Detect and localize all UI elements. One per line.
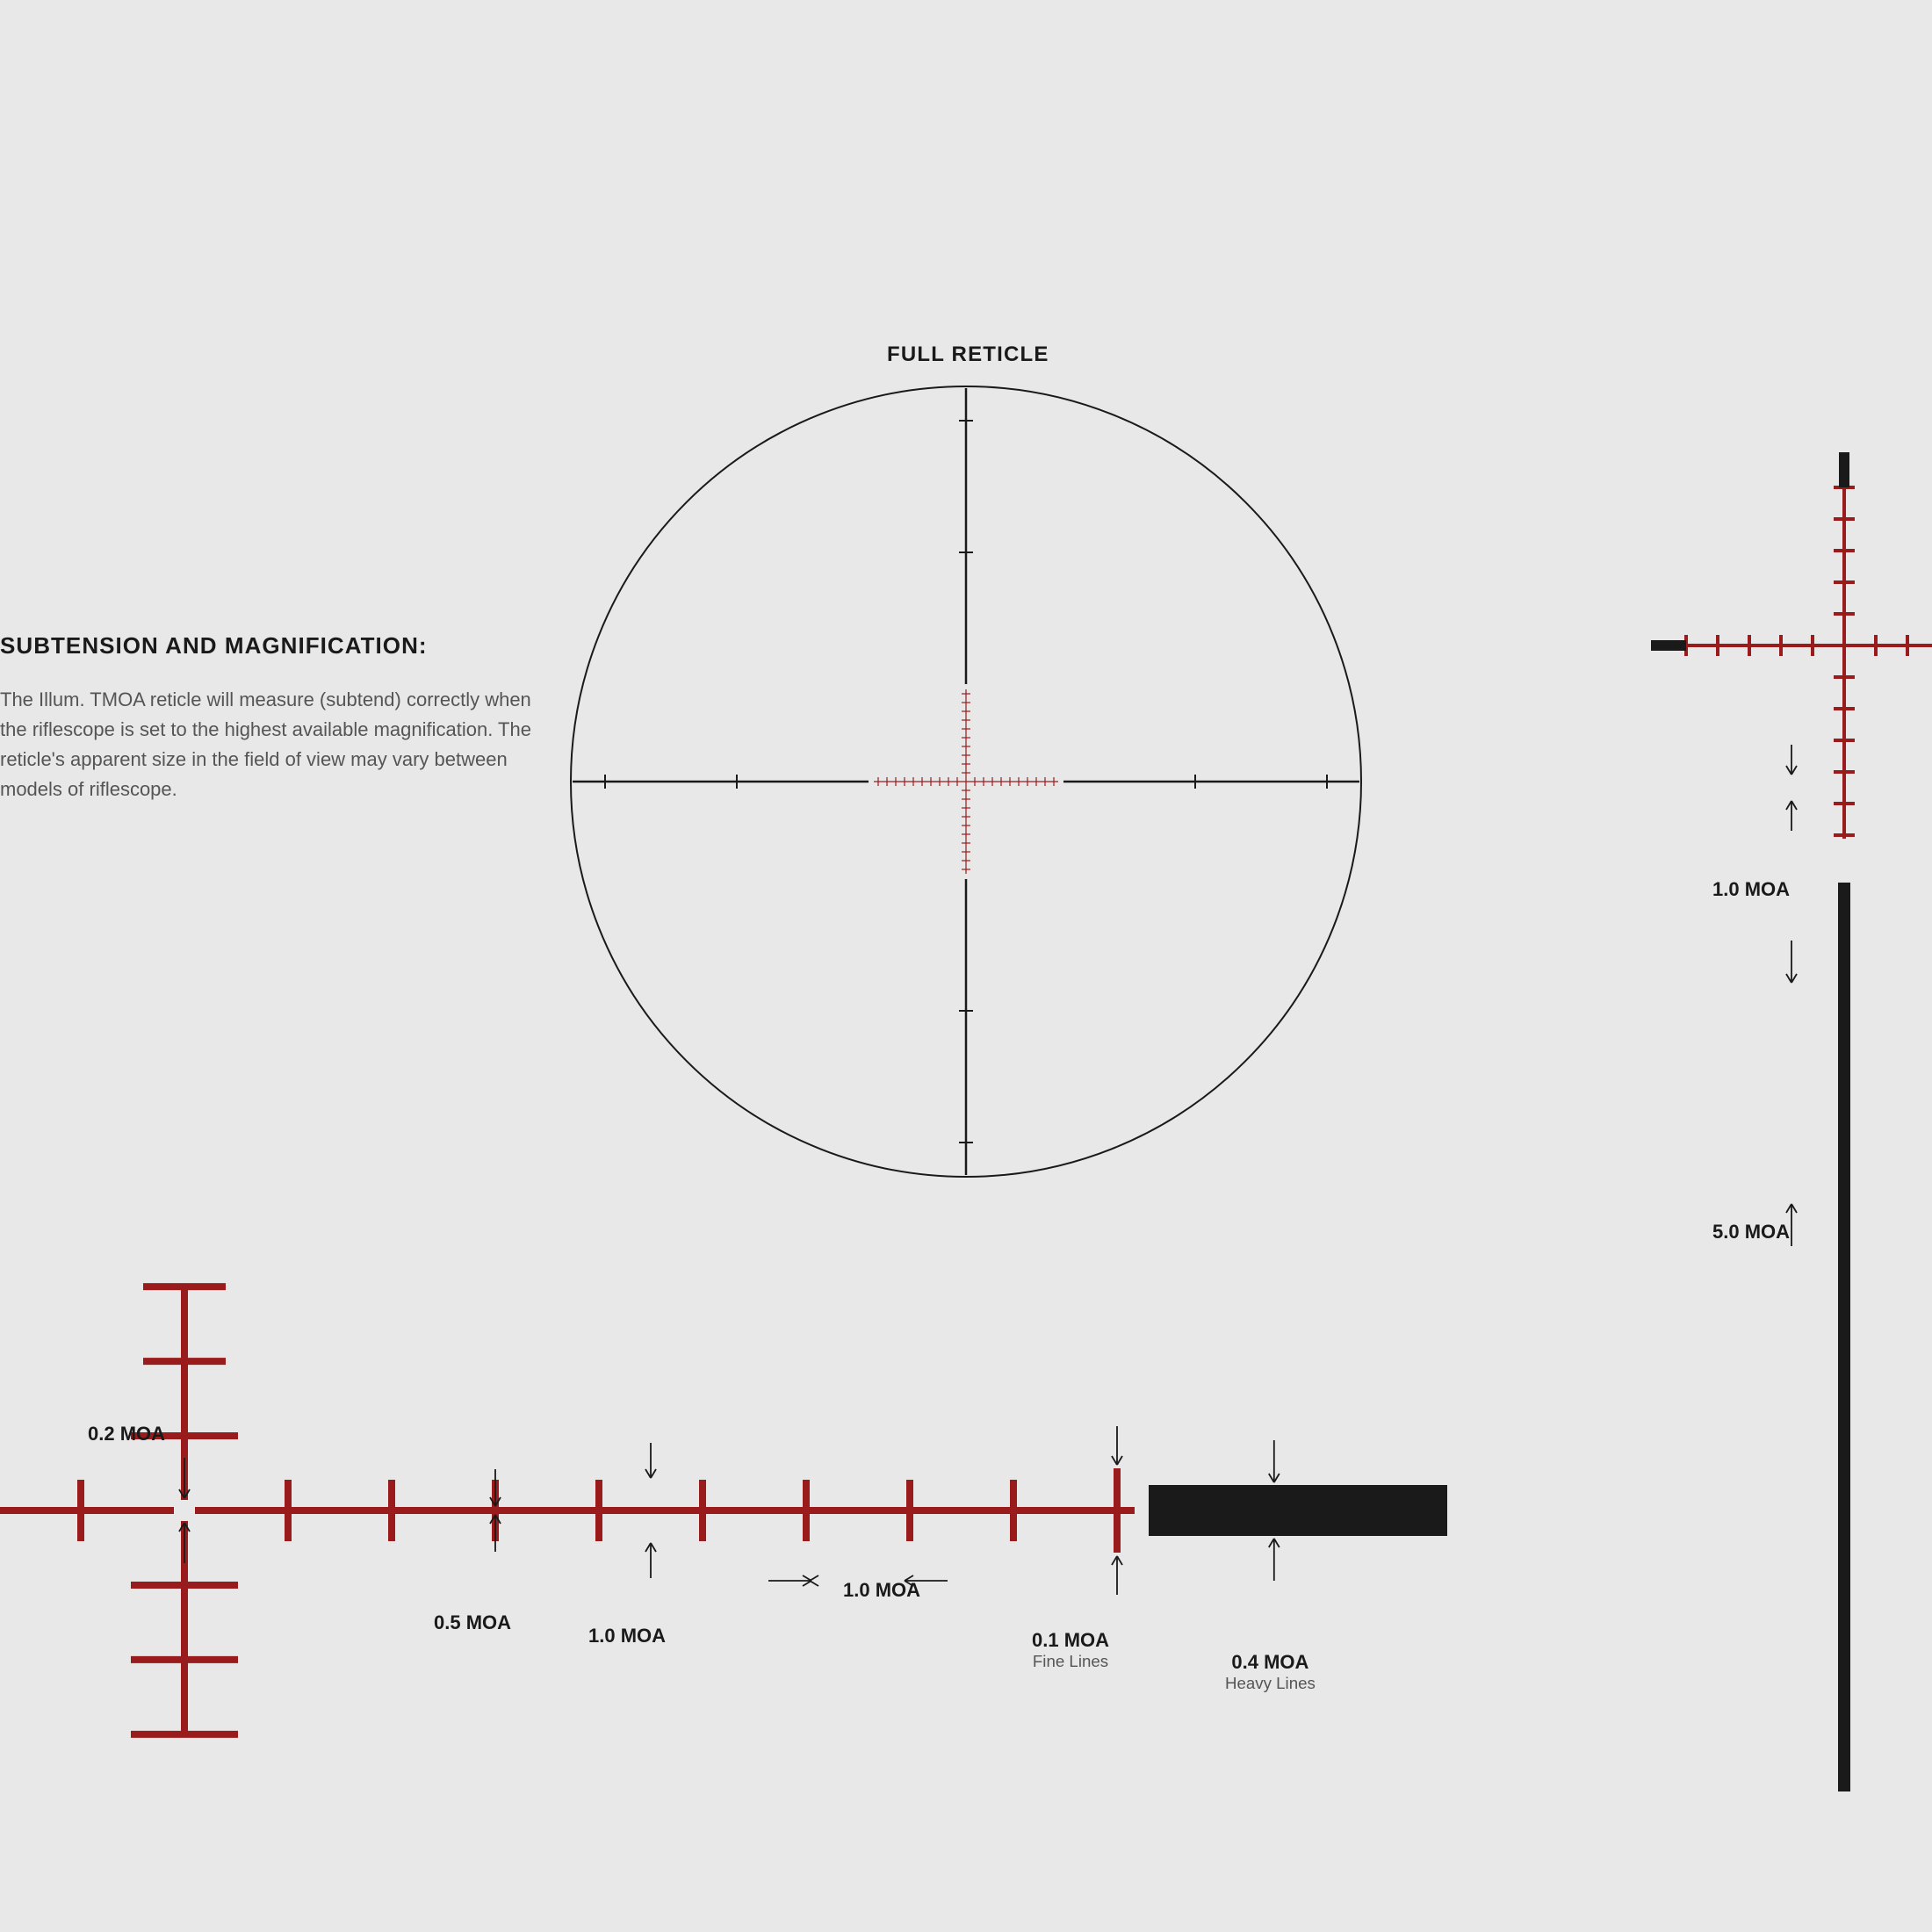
label-heavy-lines: Heavy Lines: [1225, 1674, 1316, 1693]
label-0-4-moa: 0.4 MOA Heavy Lines: [1225, 1651, 1316, 1693]
page-root: SUBTENSION AND MAGNIFICATION: The Illum.…: [0, 0, 1932, 1932]
label-right-5-0-moa: 5.0 MOA: [1712, 1221, 1790, 1244]
label-1-0-moa-vertical: 1.0 MOA: [588, 1625, 666, 1647]
label-0-1-moa: 0.1 MOA Fine Lines: [1032, 1629, 1109, 1671]
label-0-4-moa-value: 0.4 MOA: [1231, 1651, 1308, 1673]
right-detail-diagram: [0, 0, 1932, 1932]
label-0-1-moa-value: 0.1 MOA: [1032, 1629, 1109, 1651]
label-0-2-moa: 0.2 MOA: [88, 1423, 165, 1445]
label-fine-lines: Fine Lines: [1032, 1652, 1109, 1671]
label-right-1-0-moa: 1.0 MOA: [1712, 878, 1790, 901]
label-0-5-moa: 0.5 MOA: [434, 1611, 511, 1634]
label-1-0-moa-horizontal: 1.0 MOA: [843, 1579, 920, 1602]
